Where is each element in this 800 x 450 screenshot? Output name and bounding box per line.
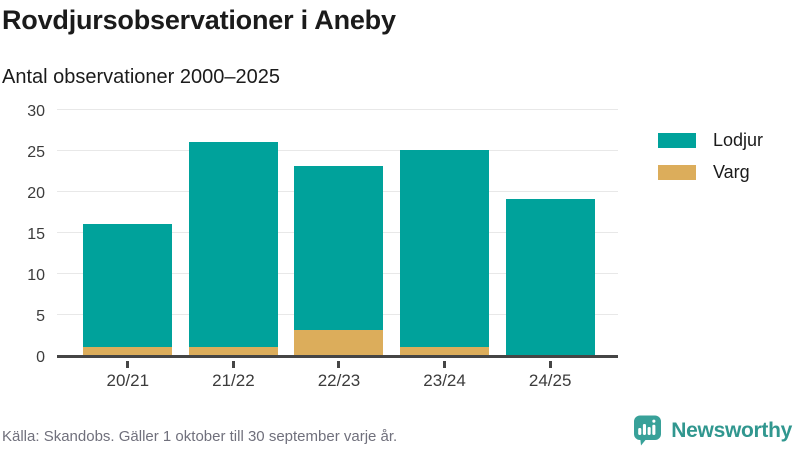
bar-segment-lodjur-23-24 (400, 150, 490, 347)
y-axis-label-15: 15 (27, 226, 45, 243)
bar-23-24 (400, 150, 490, 355)
bar-slot-23-24 (392, 112, 498, 355)
x-slot-21-22: 21/22 (181, 361, 287, 391)
bar-slot-21-22 (181, 112, 287, 355)
bar-slot-20-21 (75, 112, 181, 355)
x-tick (443, 361, 447, 368)
bar-segment-varg-22-23 (294, 330, 384, 355)
bar-slot-22-23 (286, 112, 392, 355)
legend: Lodjur Varg (658, 130, 763, 183)
legend-item-varg: Varg (658, 162, 763, 183)
gridline-25 (57, 150, 618, 151)
source-note: Källa: Skandobs. Gäller 1 oktober till 3… (2, 428, 398, 445)
bar-segment-varg-20-21 (83, 346, 173, 355)
legend-label-varg: Varg (713, 162, 750, 182)
legend-swatch-lodjur (658, 133, 696, 148)
bar-segment-varg-23-24 (400, 346, 490, 355)
chart-subtitle: Antal observationer 2000–2025 (2, 66, 280, 88)
bar-21-22 (188, 141, 278, 355)
legend-label-lodjur: Lodjur (713, 130, 764, 150)
x-axis-label-20-21: 20/21 (106, 371, 150, 390)
newsworthy-wordmark: Newsworthy (671, 418, 792, 442)
bar-segment-varg-21-22 (188, 346, 278, 355)
x-slot-24-25: 24/25 (497, 361, 603, 391)
page-title: Rovdjursobservationer i Aneby (2, 5, 396, 35)
x-tick (337, 361, 341, 368)
bar-20-21 (83, 223, 173, 355)
x-slot-20-21: 20/21 (75, 361, 181, 391)
y-axis-labels: 0 5 10 15 20 25 30 (0, 104, 45, 366)
bars-row (75, 112, 603, 355)
x-slot-22-23: 22/23 (286, 361, 392, 391)
bar-22-23 (294, 166, 384, 355)
x-slot-23-24: 23/24 (392, 361, 498, 391)
bar-24-25 (505, 199, 595, 355)
y-axis-label-5: 5 (36, 308, 45, 325)
y-axis-label-20: 20 (27, 185, 45, 202)
x-axis-label-23-24: 23/24 (423, 371, 466, 390)
bar-segment-lodjur-21-22 (188, 141, 278, 347)
newsworthy-logo[interactable]: Newsworthy (633, 415, 792, 446)
x-tick (126, 361, 130, 368)
x-axis-label-22-23: 22/23 (317, 371, 361, 390)
x-tick (548, 361, 552, 368)
y-axis-label-25: 25 (27, 144, 45, 161)
bar-segment-lodjur-20-21 (83, 223, 173, 347)
x-tick (231, 361, 235, 368)
plot-area (57, 109, 618, 358)
x-axis-label-21-22: 21/22 (212, 371, 255, 390)
y-axis-label-10: 10 (27, 267, 45, 284)
y-axis-label-0: 0 (36, 349, 45, 366)
bar-segment-lodjur-22-23 (294, 166, 384, 331)
x-axis-label-24-25: 24/25 (528, 371, 572, 390)
newsworthy-icon (633, 415, 662, 446)
x-axis: 20/21 21/22 22/23 23/24 24/25 (75, 361, 603, 391)
bar-segment-lodjur-24-25 (505, 199, 595, 355)
gridline-30 (57, 109, 618, 110)
legend-swatch-varg (658, 165, 696, 180)
bar-slot-24-25 (497, 112, 603, 355)
y-axis-label-30: 30 (27, 103, 45, 120)
legend-item-lodjur: Lodjur (658, 130, 763, 151)
